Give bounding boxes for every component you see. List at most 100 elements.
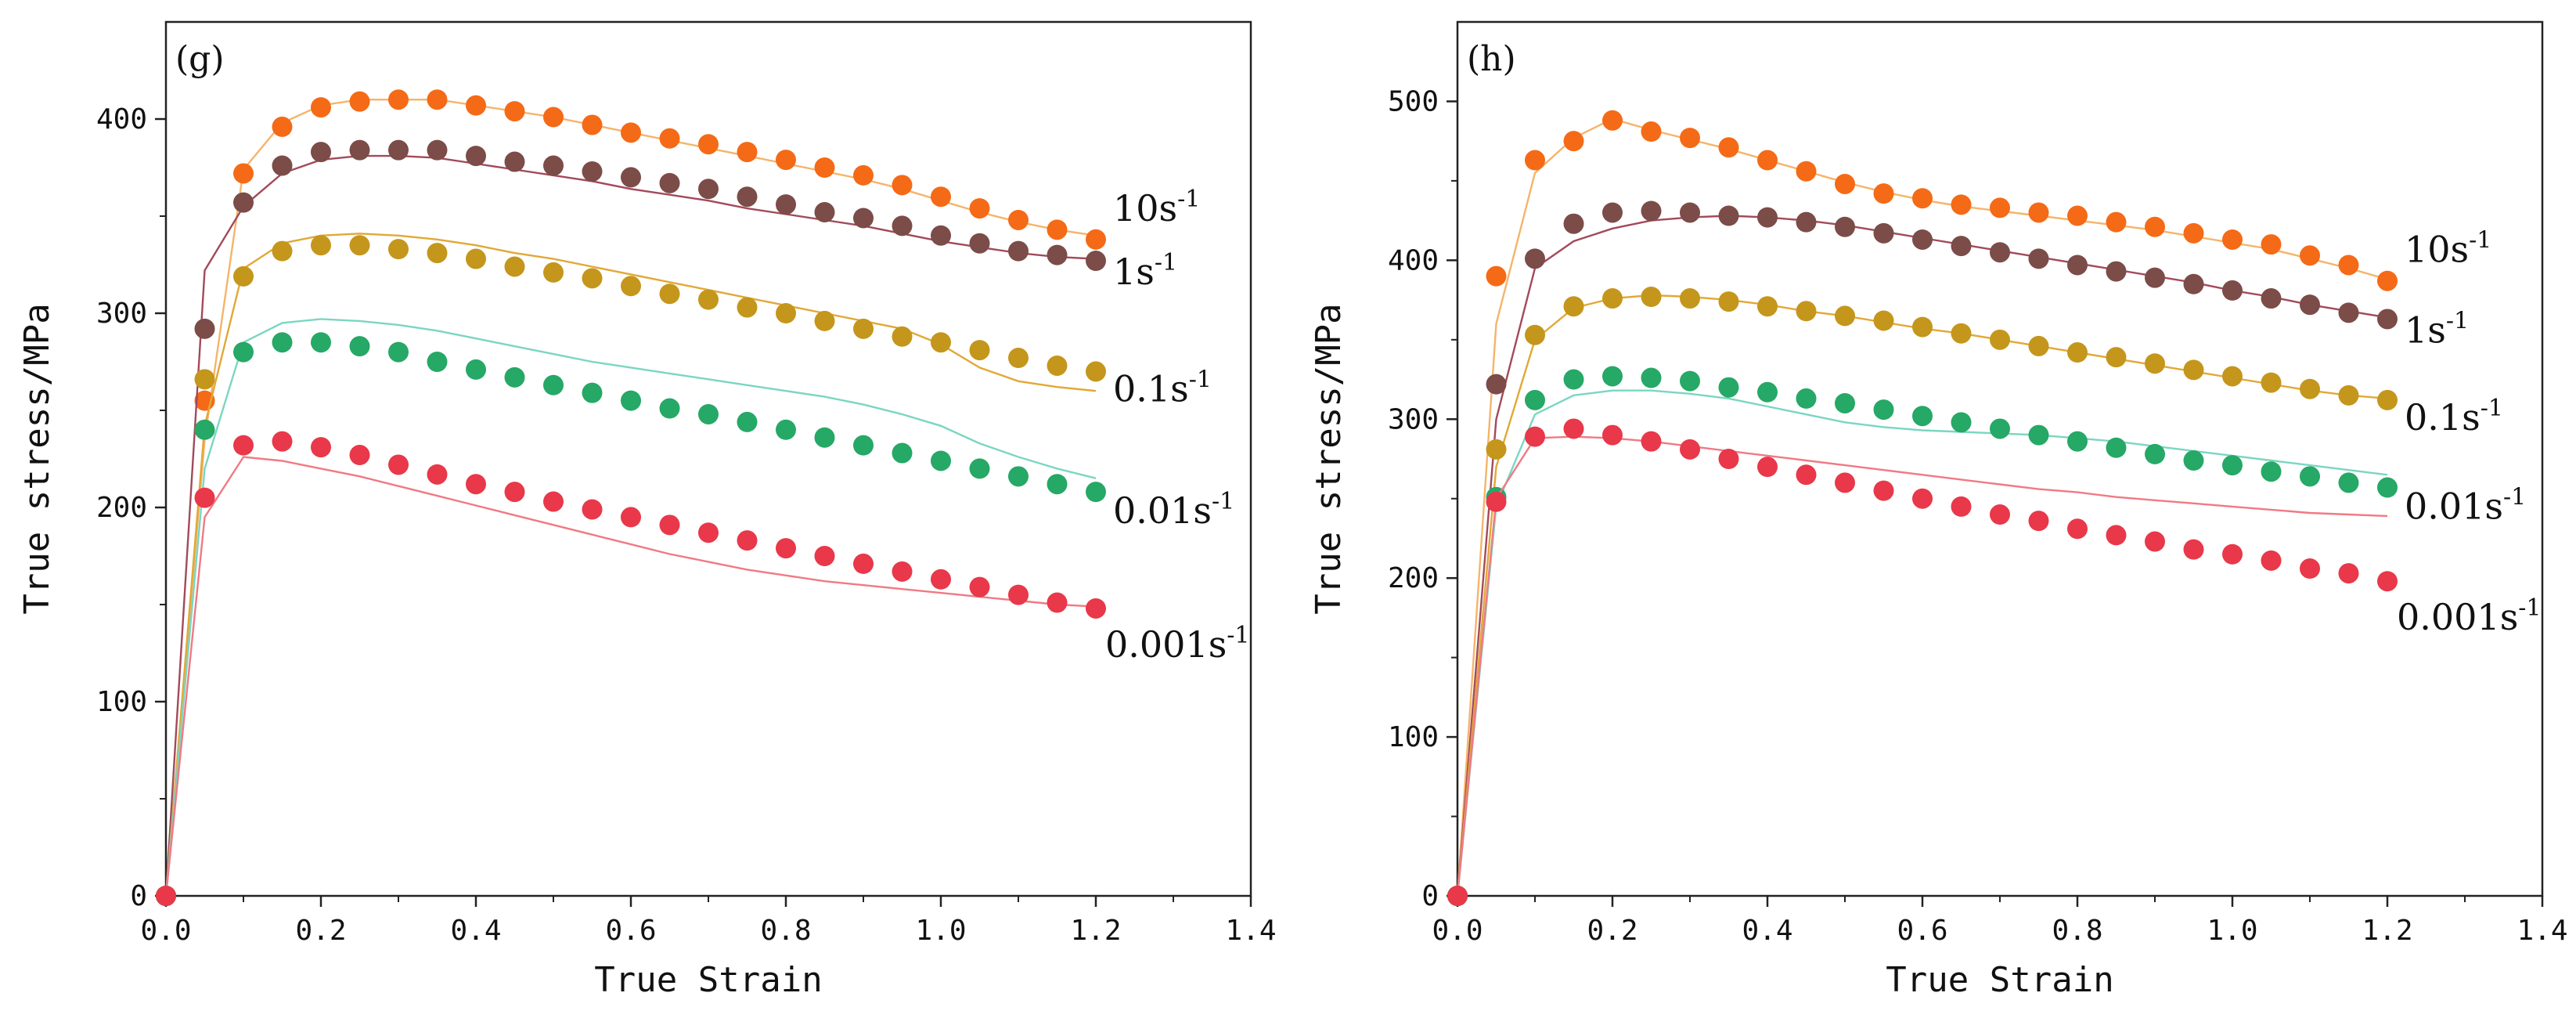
series-0.01s-1: 0.01s-1 bbox=[156, 318, 1234, 906]
model-curve bbox=[164, 99, 1097, 897]
data-point bbox=[2338, 563, 2359, 584]
data-point bbox=[233, 192, 254, 213]
data-point bbox=[543, 262, 564, 283]
data-point bbox=[1086, 229, 1106, 250]
data-point bbox=[1680, 202, 1700, 223]
data-point bbox=[2338, 302, 2359, 323]
data-point bbox=[2028, 511, 2049, 532]
data-point bbox=[2183, 222, 2204, 244]
data-point bbox=[1047, 355, 1068, 376]
data-point bbox=[1602, 202, 1623, 223]
data-point bbox=[311, 142, 331, 163]
data-point bbox=[1990, 197, 2010, 218]
data-point bbox=[1008, 584, 1029, 605]
data-point bbox=[1796, 464, 1817, 486]
data-point bbox=[1525, 426, 1545, 447]
data-point bbox=[1602, 288, 1623, 309]
y-tick-label: 100 bbox=[1388, 721, 1439, 753]
series-label-base: 0.01s bbox=[1113, 489, 1212, 532]
x-tick-label: 1.2 bbox=[1070, 915, 1121, 947]
data-point bbox=[1873, 480, 1894, 501]
x-tick-label: 0.8 bbox=[2052, 915, 2102, 947]
data-point bbox=[2067, 255, 2088, 276]
data-point bbox=[1951, 496, 1972, 517]
data-point bbox=[349, 91, 370, 112]
x-tick-label: 0.2 bbox=[1587, 915, 1637, 947]
data-point bbox=[2222, 543, 2243, 565]
data-point bbox=[1718, 377, 1739, 398]
x-tick-label: 1.0 bbox=[2207, 915, 2257, 947]
x-axis-title: True Strain bbox=[594, 960, 822, 1000]
series-1s-1: 1s-1 bbox=[1447, 200, 2469, 906]
data-point bbox=[853, 164, 874, 186]
data-point bbox=[2145, 443, 2165, 464]
data-point bbox=[1008, 240, 1029, 262]
data-point bbox=[737, 142, 758, 163]
data-point bbox=[2106, 525, 2127, 546]
series-label-exponent: -1 bbox=[2481, 395, 2503, 422]
data-point bbox=[272, 240, 293, 262]
y-axis-title: True stress/MPa bbox=[17, 303, 57, 614]
data-point bbox=[776, 419, 796, 440]
model-curve bbox=[164, 456, 1097, 897]
data-point bbox=[427, 139, 448, 161]
y-tick-label: 300 bbox=[1388, 403, 1439, 435]
data-point bbox=[1873, 183, 1894, 204]
series-label-exponent: -1 bbox=[2503, 484, 2526, 511]
data-point bbox=[2067, 431, 2088, 452]
data-point bbox=[156, 886, 176, 906]
data-point bbox=[931, 332, 951, 353]
data-point bbox=[1796, 211, 1817, 233]
data-point bbox=[1641, 121, 1662, 143]
data-point bbox=[892, 215, 913, 236]
model-curve bbox=[1456, 389, 2388, 897]
data-point bbox=[1525, 324, 1545, 345]
data-point bbox=[2222, 229, 2243, 250]
data-point bbox=[504, 366, 525, 388]
data-point bbox=[1047, 219, 1068, 240]
data-point bbox=[1486, 439, 1507, 460]
data-point bbox=[1757, 381, 1778, 403]
data-point bbox=[698, 289, 719, 310]
data-point bbox=[1796, 388, 1817, 409]
data-point bbox=[311, 332, 331, 353]
data-point bbox=[1641, 367, 1662, 388]
data-point bbox=[2377, 270, 2398, 291]
data-point bbox=[1602, 424, 1623, 446]
data-point bbox=[2300, 378, 2320, 399]
data-point bbox=[388, 239, 409, 260]
data-point bbox=[582, 268, 603, 289]
data-point bbox=[1563, 369, 1584, 390]
data-point bbox=[776, 303, 796, 323]
data-point bbox=[466, 95, 486, 116]
data-point bbox=[466, 248, 486, 269]
data-point bbox=[1447, 886, 1468, 906]
data-point bbox=[1718, 205, 1739, 226]
data-point bbox=[969, 576, 990, 598]
data-point bbox=[2106, 211, 2127, 233]
data-point bbox=[543, 155, 564, 176]
data-point bbox=[427, 89, 448, 110]
data-point bbox=[659, 514, 680, 536]
series-0.1s-1: 0.1s-1 bbox=[156, 233, 1212, 906]
series-label: 0.001s-1 bbox=[2397, 594, 2542, 638]
data-point bbox=[814, 546, 835, 566]
data-point bbox=[2183, 359, 2204, 381]
data-point bbox=[1718, 291, 1739, 312]
data-point bbox=[2300, 558, 2320, 579]
data-point bbox=[659, 283, 680, 305]
data-point bbox=[1563, 131, 1584, 152]
data-point bbox=[1912, 488, 1933, 509]
data-point bbox=[1086, 251, 1106, 272]
data-point bbox=[1563, 296, 1584, 317]
data-point bbox=[2145, 531, 2165, 552]
data-point bbox=[427, 352, 448, 372]
data-point bbox=[1718, 137, 1739, 158]
data-point bbox=[1912, 188, 1933, 209]
data-point bbox=[543, 374, 564, 395]
series-label-exponent: -1 bbox=[1177, 186, 1200, 213]
series-label-base: 0.1s bbox=[2405, 396, 2481, 439]
data-point bbox=[582, 499, 603, 520]
data-point bbox=[1008, 466, 1029, 487]
data-point bbox=[2300, 245, 2320, 266]
